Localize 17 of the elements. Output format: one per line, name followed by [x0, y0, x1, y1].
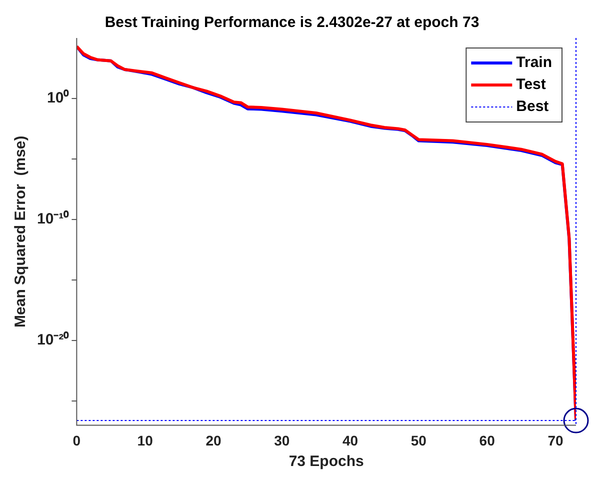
legend-label: Test — [516, 76, 546, 94]
x-tick-label: 50 — [410, 432, 427, 448]
legend-label: Train — [516, 54, 552, 72]
chart-title: Best Training Performance is 2.4302e-27 at epoch 73 — [104, 14, 480, 32]
y-tick-label: 10⁰ — [46, 88, 70, 107]
x-tick-label: 30 — [274, 432, 290, 448]
x-tick-label: 40 — [342, 432, 358, 448]
x-tick-label: 20 — [206, 432, 222, 448]
x-tick-label: 70 — [548, 432, 564, 448]
ref-line-label: Best — [516, 98, 549, 116]
y-axis-title: Mean Squared Error (mse) — [12, 136, 30, 328]
y-tick-label: 10⁻²⁰ — [36, 330, 70, 349]
y-tick-label: 10⁻¹⁰ — [36, 210, 70, 228]
x-tick-label: 60 — [479, 432, 496, 448]
x-tick-label: 0 — [72, 432, 81, 448]
x-tick-label: 10 — [137, 432, 154, 448]
x-axis-title: 73 Epochs — [288, 453, 364, 470]
